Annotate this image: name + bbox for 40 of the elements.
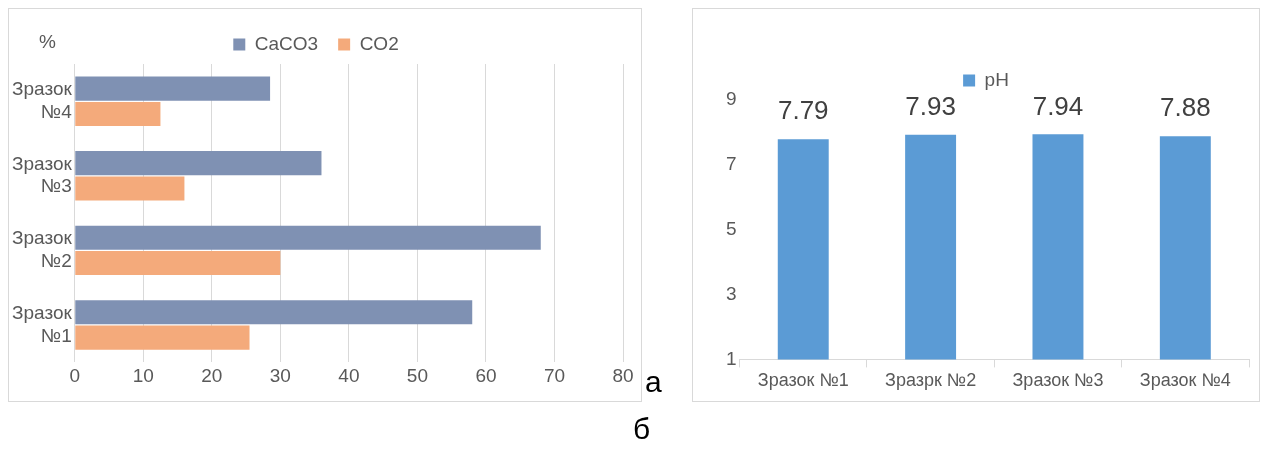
- bar: [75, 176, 185, 201]
- bar: [75, 251, 281, 276]
- x-tick-label: 70: [543, 364, 566, 386]
- bar: [75, 325, 250, 350]
- x-tick-label: Зразок №4: [1139, 370, 1231, 391]
- text: а: [645, 365, 662, 399]
- y-tick-label: Зразок №1: [11, 301, 73, 346]
- bar: [75, 76, 271, 101]
- x-tick-label: 80: [612, 364, 634, 386]
- y-tick-label: 5: [725, 217, 737, 239]
- data-label: 7.94: [1032, 90, 1084, 121]
- x-tick-label: 10: [132, 364, 154, 386]
- x-tick-label: Зразок №1: [757, 370, 849, 391]
- y-tick-label: 9: [725, 88, 737, 110]
- x-tick-label: Зразрк №2: [885, 370, 977, 391]
- data-label: 7.88: [1160, 92, 1211, 123]
- y-tick-label: 7: [725, 153, 737, 175]
- bar: [75, 151, 322, 176]
- text: б: [633, 412, 651, 446]
- legend-label: CO2: [359, 32, 399, 54]
- x-tick-label: 30: [269, 364, 291, 386]
- x-tick-label: 0: [69, 364, 81, 386]
- y-tick-label: Зразок №2: [11, 227, 73, 272]
- legend-label: CaCO3: [254, 32, 319, 54]
- y-tick-label: Зразок №4: [11, 78, 73, 122]
- x-tick-label: 20: [201, 364, 223, 386]
- x-tick-label: 60: [475, 364, 497, 386]
- x-tick-label: 40: [338, 364, 360, 386]
- legend-label: pH: [984, 68, 1009, 90]
- data-label: 7.79: [777, 95, 829, 126]
- bar: [75, 300, 473, 325]
- bar: [75, 225, 541, 250]
- data-label: 7.93: [905, 90, 956, 121]
- y-tick-label: 3: [725, 282, 737, 304]
- y-axis-title: %: [39, 30, 56, 52]
- y-tick-label: 1: [725, 347, 737, 369]
- x-tick-label: 50: [406, 364, 428, 386]
- bar: [75, 101, 161, 126]
- y-tick-label: Зразок №3: [11, 152, 73, 197]
- x-tick-label: Зразок №3: [1012, 370, 1104, 391]
